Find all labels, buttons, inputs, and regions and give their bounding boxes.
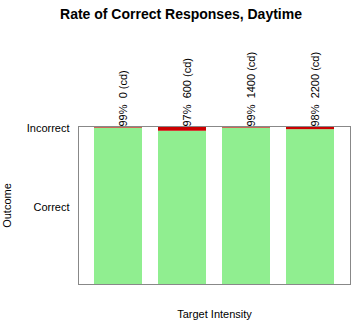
svg-text:Target Intensity: Target Intensity [177, 308, 252, 320]
svg-text:Incorrect: Incorrect [27, 122, 70, 134]
svg-text:98% 2200 (cd): 98% 2200 (cd) [309, 52, 321, 127]
svg-text:Outcome: Outcome [1, 183, 13, 228]
svg-text:99% 0 (cd): 99% 0 (cd) [117, 70, 129, 126]
svg-text:Correct: Correct [33, 201, 69, 213]
html-text:Rate of Correct Responses, Day: Rate of Correct Responses, Daytime [60, 6, 302, 22]
svg-text:99% 1400 (cd): 99% 1400 (cd) [245, 52, 257, 127]
svg-text:97% 600 (cd): 97% 600 (cd) [181, 58, 193, 126]
